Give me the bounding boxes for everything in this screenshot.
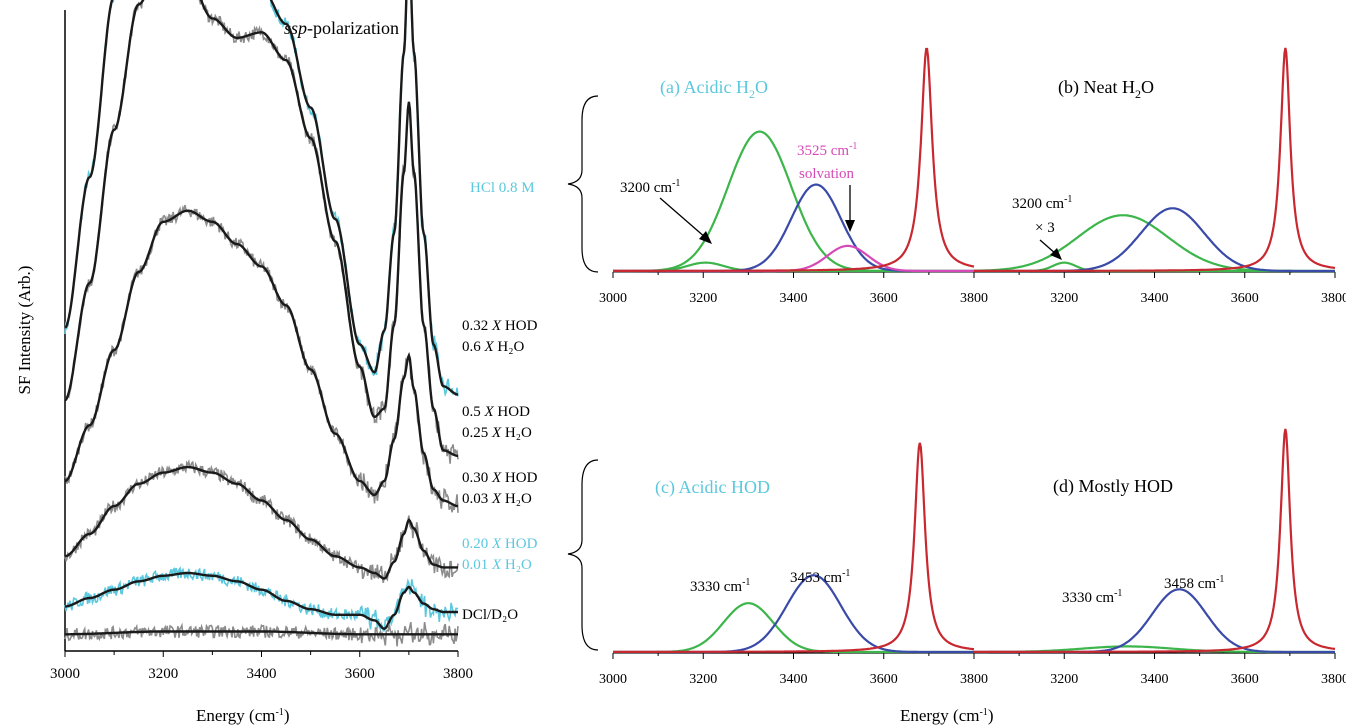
peak-red-4 [613, 47, 975, 272]
peak-red-3 [974, 47, 1336, 272]
series-label: HCl 0.8 M [470, 180, 535, 196]
annotation-3525: 3525 cm-1 [797, 141, 857, 159]
x-tick-label: 3000 [50, 666, 80, 682]
peak-blue-2 [974, 207, 1335, 273]
x-tick-label: 3200 [1050, 672, 1078, 687]
panel-label: (d) Mostly HOD [1053, 476, 1173, 497]
x-tick-label: 3400 [1141, 291, 1169, 306]
data-series-0 [64, 0, 459, 398]
peak-blue-1 [974, 588, 1335, 654]
peak-green-0 [973, 214, 1335, 273]
arrowhead-3200-a [699, 231, 712, 244]
annotation-3458: 3458 cm-1 [1164, 574, 1224, 592]
x-axis-label: Energy (cm-1) [196, 706, 289, 725]
annotation-3200-a: 3200 cm-1 [620, 178, 680, 196]
annotation-x3: × 3 [1035, 220, 1055, 236]
left-chart: 3000 3200 3400 3600 3800 Energy (cm-1) SF Inte… [15, 0, 538, 725]
series-label: 0.5 X HOD [462, 404, 530, 420]
arrowhead-3200-b [1050, 248, 1062, 260]
data-series-3 [64, 459, 459, 583]
x-tick-label: 3200 [689, 291, 717, 306]
annotation-3330-d: 3330 cm-1 [1062, 588, 1122, 606]
panel-a: 3000 3200 3400 3600 3800 (a) Acidic H2O [599, 47, 988, 306]
x-axis-label-right: Energy (cm-1) [900, 706, 993, 725]
x-tick-label: 3200 [1050, 291, 1078, 306]
chart-title: ssp-polarization [284, 18, 399, 38]
series-label: 0.20 X HOD [462, 536, 538, 552]
y-axis-label: SF Intensity (Arb.) [15, 266, 34, 395]
panel-c: 3000 3200 3400 3600 3800 (c) Acidic HOD [599, 442, 988, 687]
x-tick-label: 3600 [870, 672, 898, 687]
right-charts: 3000 3200 3400 3600 3800 (a) Acidic H2O 3200 34… [567, 47, 1346, 725]
x-tick-label: 3800 [960, 291, 988, 306]
bracket-top [567, 95, 599, 273]
x-tick-label: 3000 [599, 291, 627, 306]
x-tick-label: 3800 [1321, 291, 1346, 306]
panel-d: 3200 3400 3600 3800 (d) Mostly HOD [973, 428, 1346, 687]
series-label: 0.01 X H₂O [462, 557, 532, 573]
x-tick-label: 3400 [247, 666, 277, 682]
series-label: DCl/D₂O [462, 607, 518, 623]
peak-magenta-3 [613, 244, 974, 273]
bracket-bottom [567, 459, 599, 651]
fit-series-0 [64, 0, 459, 396]
peak-blue-2 [613, 183, 974, 273]
series-label: 0.32 X HOD [462, 318, 538, 334]
x-tick-label: 3200 [148, 666, 178, 682]
annotation-3330-c: 3330 cm-1 [690, 577, 750, 595]
panel-label: (a) Acidic H2O [660, 77, 768, 101]
x-tick-label: 3800 [1321, 672, 1346, 687]
x-tick-label: 3800 [443, 666, 473, 682]
x-tick-label: 3600 [1231, 672, 1259, 687]
panel-label: (c) Acidic HOD [655, 477, 770, 498]
x-tick-label: 3000 [599, 672, 627, 687]
x-tick-label: 3600 [345, 666, 375, 682]
series-label: 0.03 X H₂O [462, 491, 532, 507]
x-tick-label: 3400 [1141, 672, 1169, 687]
annotation-solvation: solvation [799, 166, 854, 182]
fit-series-4 [65, 571, 458, 630]
series-label: 0.30 X HOD [462, 470, 538, 486]
x-tick-label: 3800 [960, 672, 988, 687]
peak-red-2 [613, 442, 975, 654]
annotation-3453: 3453 cm-1 [790, 568, 850, 586]
x-tick-label: 3400 [780, 672, 808, 687]
peak-blue-1 [613, 574, 974, 654]
annotation-3200-b: 3200 cm-1 [1012, 194, 1072, 212]
x-tick-label: 3400 [780, 291, 808, 306]
fit-series-1 [64, 0, 459, 458]
peak-green-0 [613, 602, 974, 654]
arrowhead-3525 [845, 220, 855, 232]
arrow-3200-a [659, 197, 707, 239]
fit-series-2 [64, 209, 459, 508]
x-tick-label: 3200 [689, 672, 717, 687]
fit-series-5 [65, 630, 458, 636]
panel-b: 3200 3400 3600 3800 (b) Neat H2O [973, 47, 1346, 306]
x-tick-label: 3600 [870, 291, 898, 306]
fit-series-3 [64, 465, 458, 580]
series-label: 0.6 X H₂O [462, 339, 524, 355]
panel-label: (b) Neat H2O [1058, 77, 1154, 101]
peak-red-2 [974, 428, 1336, 654]
x-tick-label: 3600 [1231, 291, 1259, 306]
series-label: 0.25 X H₂O [462, 425, 532, 441]
